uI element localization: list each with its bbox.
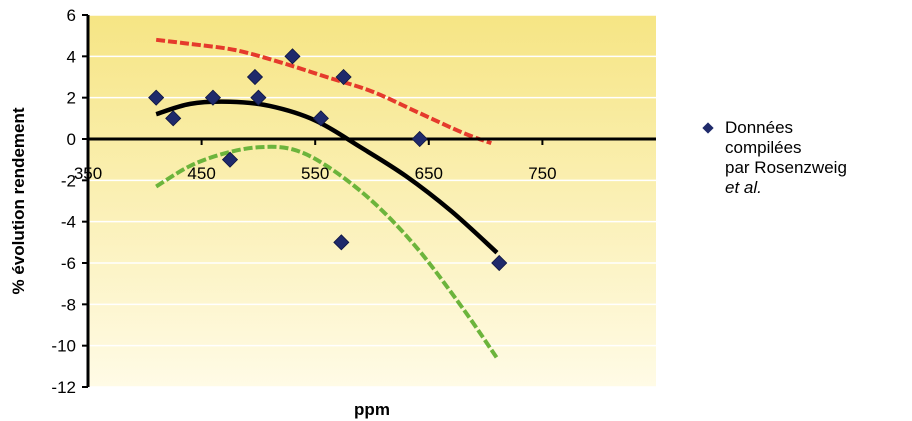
- y-tick-label-2: 2: [67, 89, 76, 108]
- legend-diamond-icon: [702, 122, 714, 134]
- x-tick-label-3: 650: [415, 164, 443, 183]
- legend: Données compilées par Rosenzweig et al.: [700, 118, 910, 198]
- data-points: [148, 48, 508, 272]
- y-tick-label-4: -2: [61, 171, 76, 190]
- data-point-0-5: [250, 89, 267, 106]
- y-tick-label-8: -10: [51, 337, 76, 356]
- legend-line-1: Données: [725, 118, 794, 137]
- y-tick-label-5: -4: [61, 213, 76, 232]
- y-axis-title: % évolution rendement: [9, 107, 28, 294]
- data-point-0-2: [204, 89, 222, 106]
- data-point-0-7: [312, 110, 329, 127]
- data-point-0-0: [148, 89, 165, 106]
- legend-line-2: compilées: [725, 138, 802, 157]
- legend-line-4: et al.: [725, 178, 762, 197]
- data-point-0-4: [246, 68, 264, 86]
- x-tick-label-0: 350: [74, 164, 102, 183]
- data-point-0-3: [221, 151, 239, 168]
- x-tick-label-1: 450: [187, 164, 215, 183]
- x-tick-label-2: 550: [301, 164, 329, 183]
- y-tick-labels: 6 4 2 0 -2 -4 -6 -8 -10 -12: [51, 6, 88, 397]
- y-tick-label-3: 0: [67, 130, 76, 149]
- x-axis-title: ppm: [354, 400, 390, 419]
- data-point-0-6: [284, 48, 301, 65]
- x-tick-labels: 350 450 550 650 750: [74, 139, 557, 183]
- y-tick-label-0: 6: [67, 6, 76, 25]
- axes: [86, 15, 656, 387]
- y-tick-label-7: -8: [61, 295, 76, 314]
- data-point-0-11: [491, 254, 508, 272]
- x-tick-label-4: 750: [528, 164, 556, 183]
- data-point-0-10: [411, 130, 428, 148]
- trend-line-1: [155, 37, 492, 146]
- y-tick-label-1: 4: [67, 47, 76, 66]
- data-point-0-8: [335, 68, 352, 86]
- legend-label: Données compilées par Rosenzweig et al.: [725, 118, 910, 198]
- legend-line-3: par Rosenzweig: [725, 158, 847, 177]
- data-point-0-1: [165, 110, 182, 127]
- gridlines: [88, 14, 656, 388]
- data-point-0-9: [333, 234, 350, 251]
- y-tick-label-9: -12: [51, 378, 76, 397]
- y-tick-label-6: -6: [61, 254, 76, 273]
